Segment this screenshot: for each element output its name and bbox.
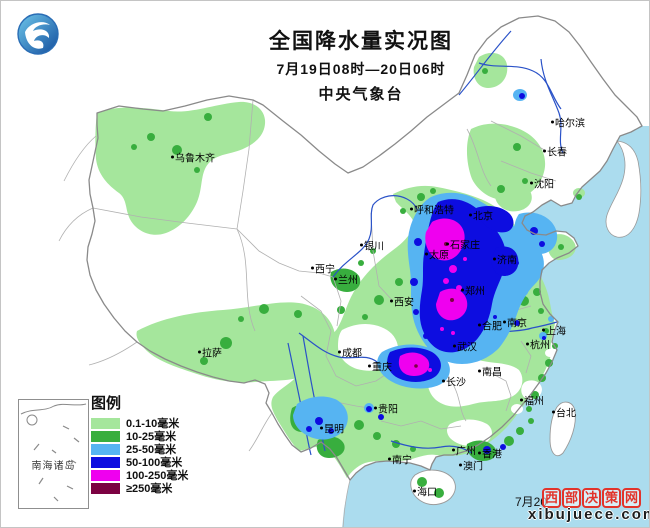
footer-date: 7月20 [515,495,548,509]
watermark-char: 决 [582,488,601,508]
inset-label: 南海诸岛 [31,461,76,472]
watermark-char: 策 [602,488,621,508]
legend-item: 10-25毫米 [91,430,188,443]
legend-swatch [91,417,120,429]
inset-islands [20,403,87,502]
legend: 图例 0.1-10毫米 10-25毫米 25-50毫米 50-100毫米 100… [91,392,188,495]
legend-swatch [91,443,120,455]
date-range: 7月19日08时—20日06时 [276,61,446,77]
legend-item: 50-100毫米 [91,456,188,469]
watermark-char: 部 [562,488,581,508]
legend-item: 0.1-10毫米 [91,417,188,430]
cma-dragon-logo-icon [15,11,61,62]
watermark-domain: xibujuece.com [528,506,650,523]
legend-swatch [91,482,120,494]
legend-swatch [91,430,120,442]
legend-item: 25-50毫米 [91,443,188,456]
legend-title: 图例 [91,395,122,412]
legend-item: 100-250毫米 [91,469,188,482]
watermark-cn: 西部决策网 [542,488,642,508]
korea-landmass [605,140,642,238]
agency-name: 中央气象台 [318,86,404,103]
precip-magenta-layer [398,218,468,376]
south-china-sea-inset: 南海诸岛 [18,399,89,509]
dry-white-holes [338,324,555,446]
sea-area [342,126,649,527]
legend-swatch [91,469,120,481]
legend-item: ≥250毫米 [91,482,188,495]
taiwan-island [549,401,576,457]
china-national-border [86,15,643,481]
page-title: 全国降水量实况图 [269,30,453,53]
legend-swatch [91,456,120,468]
watermark-char: 网 [622,488,641,508]
watermark-char: 西 [542,488,561,508]
